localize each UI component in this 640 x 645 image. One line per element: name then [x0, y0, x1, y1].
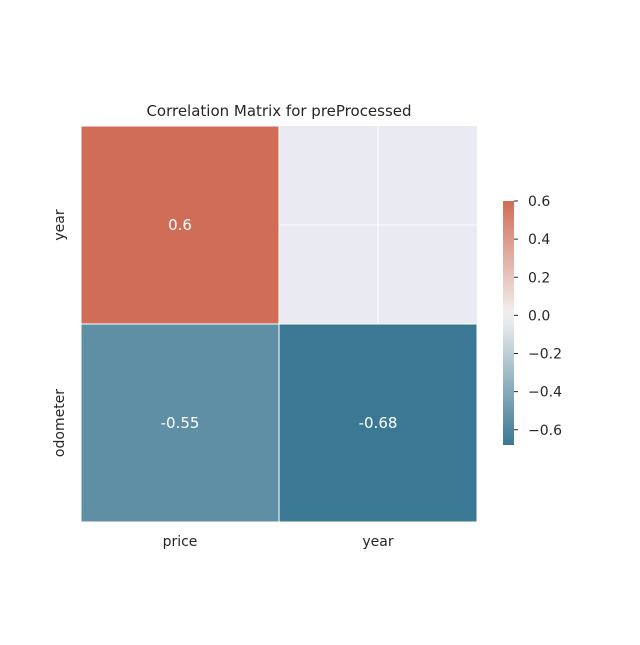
heatmap-cell [278, 323, 478, 523]
colorbar-tick-label: −0.6 [528, 423, 562, 439]
colorbar-tick-label: 0.0 [528, 308, 550, 324]
x-tick-label: price [163, 534, 198, 550]
colorbar-ticks: 0.6 0.4 0.2 0.0 −0.2 −0.4 −0.6 [514, 194, 562, 439]
cell-value-label: 0.6 [168, 216, 192, 234]
y-axis-tick-labels: year odometer [52, 209, 68, 457]
colorbar-tick-label: −0.4 [528, 385, 562, 401]
colorbar-gradient [503, 201, 514, 445]
cell-value-label: -0.55 [161, 414, 200, 432]
colorbar-tick-label: −0.2 [528, 347, 562, 363]
colorbar-tick-label: 0.2 [528, 270, 550, 286]
x-axis-tick-labels: price year [163, 534, 394, 550]
x-tick-label: year [362, 534, 393, 550]
y-tick-label: odometer [52, 389, 68, 457]
heatmap-cell [80, 125, 280, 325]
heatmap-cells: 0.6 -0.55 -0.68 [80, 125, 478, 523]
heatmap-cell [80, 323, 280, 523]
cell-value-label: -0.68 [359, 414, 398, 432]
colorbar-tick-label: 0.4 [528, 232, 550, 248]
colorbar: 0.6 0.4 0.2 0.0 −0.2 −0.4 −0.6 [503, 194, 562, 445]
y-tick-label: year [52, 209, 68, 240]
colorbar-tick-label: 0.6 [528, 194, 550, 210]
chart-title: Correlation Matrix for preProcessed [146, 102, 411, 120]
